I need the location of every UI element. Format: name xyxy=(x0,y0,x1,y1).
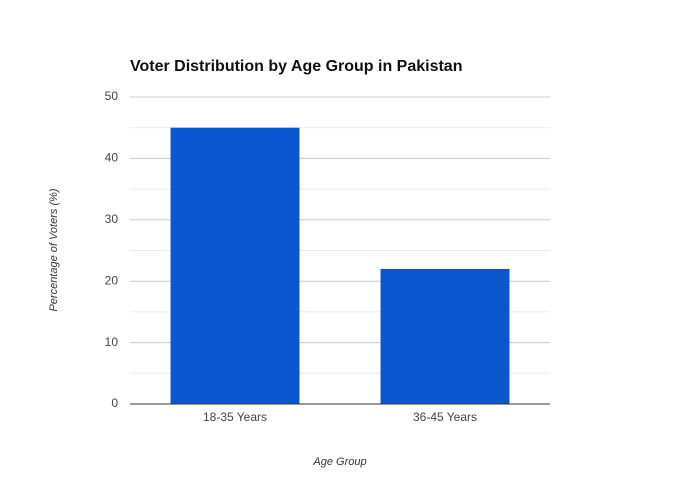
x-tick-label: 36-45 Years xyxy=(413,410,477,424)
y-tick-label: 40 xyxy=(105,151,119,165)
y-tick-label: 0 xyxy=(111,396,118,410)
y-tick-label: 20 xyxy=(105,273,119,287)
x-axis-title: Age Group xyxy=(312,456,366,468)
bar xyxy=(170,127,300,404)
x-tick-label: 18-35 Years xyxy=(203,410,267,424)
chart-title: Voter Distribution by Age Group in Pakis… xyxy=(130,58,462,75)
y-tick-label: 50 xyxy=(105,89,119,103)
y-tick-label: 10 xyxy=(105,335,119,349)
y-tick-label: 30 xyxy=(105,212,119,226)
y-axis-title: Percentage of Voters (%) xyxy=(48,188,60,311)
bar xyxy=(380,268,510,404)
